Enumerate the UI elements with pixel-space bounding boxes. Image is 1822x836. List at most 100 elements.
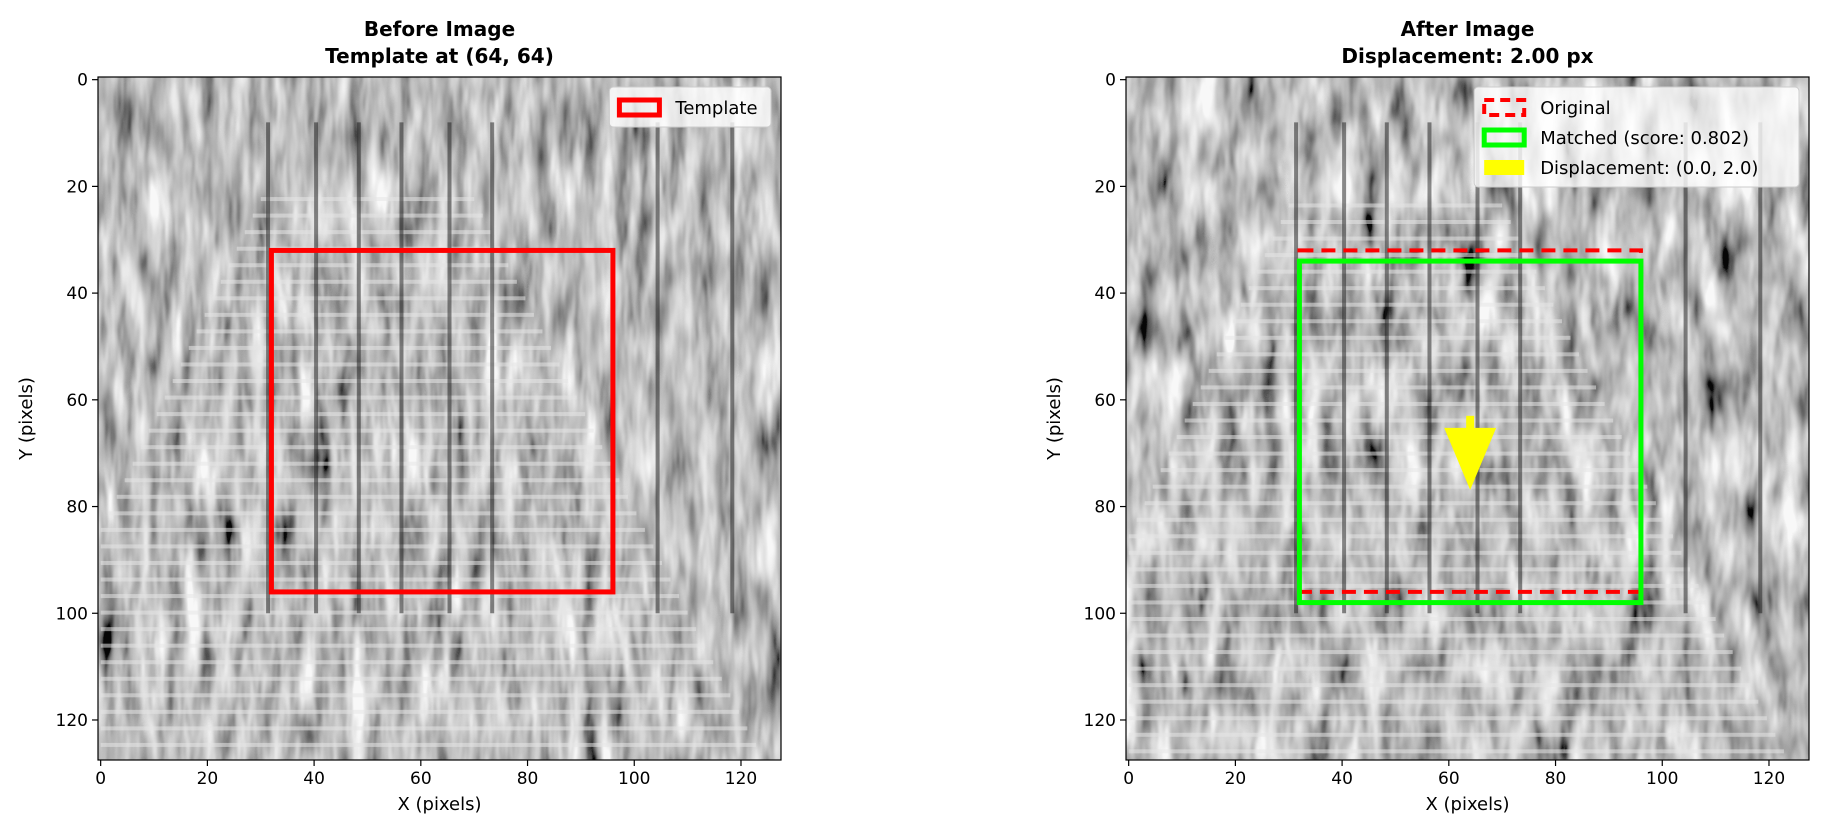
after-x-tick-label: 80 bbox=[1545, 769, 1567, 789]
before-stripe bbox=[100, 709, 739, 714]
after-stripe bbox=[1192, 401, 1605, 406]
before-stripe bbox=[140, 445, 603, 450]
after-stripe bbox=[1152, 484, 1648, 489]
after-y-tick-label: 120 bbox=[1084, 711, 1116, 731]
after-vertical-line bbox=[1683, 122, 1688, 614]
before-stripe bbox=[172, 379, 569, 384]
before-stripe bbox=[100, 660, 714, 665]
before-stripe bbox=[252, 213, 483, 218]
after-stripe bbox=[1128, 650, 1733, 655]
after-x-tick-label: 120 bbox=[1753, 769, 1785, 789]
after-vertical-line bbox=[1758, 122, 1763, 614]
after-stripe bbox=[1128, 699, 1759, 704]
before-stripe bbox=[188, 345, 552, 350]
after-x-axis-label: X (pixels) bbox=[1425, 794, 1509, 815]
after-stripe bbox=[1176, 435, 1622, 440]
after-title-line: After Image bbox=[1401, 17, 1535, 41]
after-stripe bbox=[1128, 683, 1750, 688]
after-image-verticals bbox=[1294, 122, 1763, 614]
before-vertical-line bbox=[266, 122, 271, 614]
after-stripe bbox=[1232, 319, 1562, 324]
before-image-stripes bbox=[100, 197, 756, 747]
after-vertical-line bbox=[1475, 122, 1480, 614]
after-stripe bbox=[1136, 517, 1665, 522]
after-legend-handle bbox=[1482, 98, 1527, 117]
after-y-tick-label: 100 bbox=[1084, 604, 1116, 624]
before-stripe bbox=[100, 676, 722, 681]
after-y-axis-label: Y (pixels) bbox=[1044, 377, 1065, 461]
before-y-tick-label: 40 bbox=[66, 284, 88, 304]
after-overlay-rect bbox=[1296, 258, 1644, 606]
before-stripe bbox=[100, 577, 671, 582]
after-displacement-arrow-head bbox=[1444, 427, 1497, 490]
after-stripe bbox=[1264, 253, 1528, 258]
after-stripe bbox=[1128, 567, 1691, 572]
before-vertical-line bbox=[314, 122, 319, 614]
before-stripe bbox=[100, 527, 645, 532]
after-stripe bbox=[1256, 269, 1537, 274]
before-stripe bbox=[100, 742, 756, 747]
after-x-tick-label: 60 bbox=[1438, 769, 1460, 789]
before-stripe bbox=[180, 362, 560, 367]
after-stripe bbox=[1160, 468, 1639, 473]
before-axes-frame bbox=[97, 76, 782, 761]
before-title-line: Before Image bbox=[364, 17, 515, 41]
after-stripe bbox=[1200, 385, 1597, 390]
before-legend: Template bbox=[608, 86, 772, 128]
before-legend-handle bbox=[616, 97, 662, 118]
after-y-tick-label: 0 bbox=[1105, 71, 1116, 91]
after-vertical-line bbox=[1342, 122, 1347, 614]
before-stripe bbox=[220, 279, 517, 284]
before-stripe bbox=[164, 395, 577, 400]
before-vertical-line bbox=[730, 122, 735, 614]
after-stripe bbox=[1128, 633, 1725, 638]
before-stripe bbox=[204, 312, 534, 317]
after-y-tick-label: 20 bbox=[1094, 177, 1116, 197]
after-legend-handle bbox=[1481, 127, 1527, 148]
after-stripe bbox=[1240, 302, 1554, 307]
after-stripe bbox=[1128, 749, 1784, 754]
after-vertical-line bbox=[1294, 122, 1299, 614]
before-y-axis-label: Y (pixels) bbox=[16, 377, 37, 461]
after-stripe bbox=[1128, 616, 1716, 621]
before-stripe bbox=[100, 610, 688, 615]
before-stripe bbox=[100, 544, 654, 549]
after-stripe bbox=[1272, 236, 1520, 241]
before-stripe bbox=[108, 511, 637, 516]
before-stripe bbox=[100, 726, 748, 731]
after-legend-box bbox=[1473, 86, 1800, 188]
before-stripe bbox=[228, 263, 509, 268]
after-stripe bbox=[1224, 335, 1571, 340]
before-legend-label: Template bbox=[674, 98, 757, 119]
after-stripe bbox=[1128, 732, 1776, 737]
before-x-tick-label: 60 bbox=[410, 769, 432, 789]
after-x-tick-label: 0 bbox=[1123, 769, 1134, 789]
before-stripe bbox=[116, 494, 628, 499]
before-image-verticals bbox=[266, 122, 735, 614]
before-stripe bbox=[156, 412, 586, 417]
before-stripe bbox=[100, 693, 731, 698]
after-legend: Original Matched (score: 0.802) Displaceme… bbox=[1473, 86, 1800, 188]
before-y-tick-label: 60 bbox=[66, 391, 88, 411]
after-stripe bbox=[1184, 418, 1614, 423]
after-stripe bbox=[1208, 368, 1588, 373]
after-legend-label: Original bbox=[1540, 98, 1610, 119]
before-stripe bbox=[260, 197, 475, 202]
after-stripe bbox=[1288, 203, 1503, 208]
before-stripe bbox=[100, 627, 697, 632]
before-x-tick-label: 0 bbox=[95, 769, 106, 789]
before-x-tick-label: 80 bbox=[517, 769, 539, 789]
before-y-tick-label: 100 bbox=[56, 604, 88, 624]
before-y-tick-label: 0 bbox=[77, 71, 88, 91]
before-stripe bbox=[244, 230, 492, 235]
before-stripe bbox=[124, 478, 620, 483]
after-x-tick-label: 100 bbox=[1646, 769, 1678, 789]
after-axes-frame bbox=[1125, 76, 1810, 761]
after-stripe bbox=[1128, 534, 1673, 539]
before-overlay-rect bbox=[268, 247, 616, 595]
after-image-axes: 0 20 40 60 80 100 120 0 20 40 60 80 100 120 X (pixels)… bbox=[1044, 17, 1810, 815]
after-stripe bbox=[1248, 286, 1545, 291]
before-x-tick-label: 120 bbox=[725, 769, 757, 789]
before-image-texture bbox=[98, 77, 781, 760]
